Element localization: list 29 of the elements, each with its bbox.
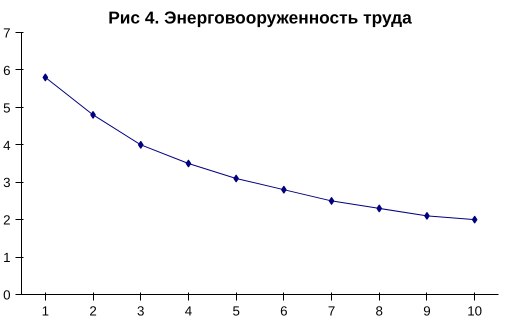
- y-tick-label: 0: [3, 288, 11, 302]
- y-tick-label: 7: [3, 26, 11, 40]
- chart-title: Рис 4. Энерговооруженность труда: [108, 8, 412, 28]
- y-tick-label: 2: [3, 212, 11, 228]
- point: [233, 174, 239, 182]
- y-tick-label: 3: [3, 175, 11, 190]
- y-tick-label: 6: [3, 62, 11, 78]
- point: [90, 110, 96, 119]
- x-tick-label: 2: [89, 304, 97, 318]
- x-tick-label: 9: [423, 304, 431, 318]
- y-tick-label: 4: [3, 138, 12, 153]
- x-tick-label: 8: [376, 304, 383, 318]
- point: [424, 212, 430, 220]
- x-tick-label: 5: [232, 304, 240, 318]
- point: [42, 73, 48, 82]
- x-tick-label: 4: [184, 304, 193, 318]
- point: [472, 216, 478, 224]
- x-tick-label: 6: [280, 304, 288, 318]
- x-tick-label: 1: [42, 304, 50, 318]
- x-tick-label: 10: [467, 304, 482, 318]
- x-tick-label: 3: [137, 304, 144, 318]
- point: [138, 140, 144, 149]
- x-tick-label: 7: [328, 304, 336, 318]
- point: [186, 160, 192, 168]
- point: [376, 204, 382, 212]
- point: [281, 186, 287, 194]
- y-tick-label: 5: [3, 100, 11, 116]
- point: [328, 196, 334, 205]
- y-tick-label: 1: [3, 250, 11, 266]
